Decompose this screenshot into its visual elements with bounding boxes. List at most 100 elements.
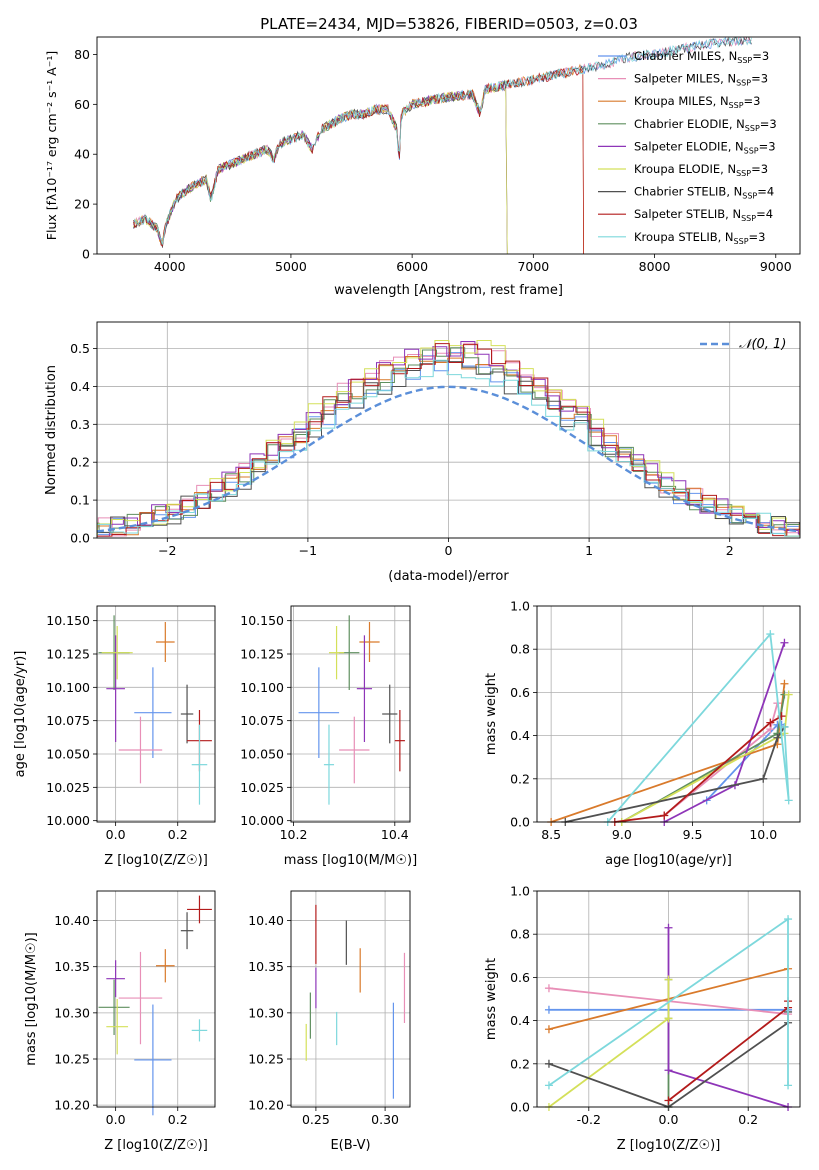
x-tick-label: 0.2 (738, 1112, 758, 1127)
errorbar-point (118, 951, 163, 1045)
x-tick-label: 10.4 (381, 827, 409, 842)
y-tick-label: 0.1 (70, 493, 90, 508)
x-tick-label: 10.0 (749, 827, 777, 842)
y-tick-label: 0.4 (510, 1013, 530, 1028)
weight-marker (773, 733, 782, 742)
weight-line (663, 702, 779, 817)
legend-label: Chabrier MILES, NSSP=3 (634, 49, 769, 65)
spectrum-line (133, 81, 508, 254)
x-axis-label: age [log10(age/yr)] (605, 853, 732, 868)
weight-marker (784, 796, 793, 805)
y-tick-label: 10.100 (46, 680, 90, 695)
errorbar-point (187, 895, 212, 924)
frame-age_vs_Z (96, 605, 216, 823)
spectrum-line (133, 80, 508, 254)
y-axis-label: age [log10(age/yr)] (13, 651, 28, 778)
y-tick-label: 10.125 (46, 647, 90, 662)
x-tick-label: 6000 (396, 259, 428, 274)
y-axis-label: mass weight (484, 673, 499, 755)
x-tick-label: 8.5 (541, 827, 561, 842)
weight-marker (664, 1014, 673, 1023)
frame-residuals (96, 321, 801, 539)
histogram-series (97, 342, 800, 537)
y-tick-label: 0.2 (510, 771, 530, 786)
axes-weight_vs_age: 8.5 9.0 9.5 10.0 0.0 0.2 0.4 0.6 0.8 1.0 (510, 599, 800, 842)
errorbar-point (298, 667, 340, 758)
x-tick-label: −1 (299, 543, 317, 558)
weight-marker (544, 1059, 553, 1068)
y-tick-label: 10.050 (240, 747, 284, 762)
frame-weight_vs_Z (536, 890, 801, 1108)
y-axis-label: mass weight (484, 958, 499, 1040)
weight-marker (660, 811, 669, 820)
x-tick-label: 0.2 (168, 827, 188, 842)
errorbar-point (323, 724, 335, 805)
histogram-series (97, 360, 801, 534)
weight-marker (780, 722, 789, 731)
y-tick-label: 10.30 (54, 1005, 90, 1020)
spectrum-line (133, 81, 508, 254)
frame-mass_vs_ebv (290, 890, 411, 1108)
y-tick-label: 10.100 (240, 680, 284, 695)
histogram-series (97, 341, 800, 537)
y-tick-label: 10.025 (46, 780, 90, 795)
x-tick-label: 1 (585, 543, 593, 558)
x-axis-label: Z [log10(Z/Z☉)] (617, 1138, 721, 1153)
weight-marker (759, 774, 768, 783)
x-axis-label: wavelength [Angstrom, rest frame] (334, 283, 563, 298)
y-tick-label: 1.0 (510, 884, 530, 899)
errorbar-point (101, 626, 133, 680)
errorbar-point (180, 684, 194, 744)
y-tick-label: 10.000 (46, 813, 90, 828)
weight-marker (664, 1066, 673, 1075)
y-axis-label: Normed distribution (44, 365, 59, 495)
axes-mass_vs_ebv: 0.25 0.30 10.20 10.25 10.30 10.35 10.40 (248, 891, 410, 1127)
y-tick-label: 0.4 (510, 728, 530, 743)
y-tick-label: 0.0 (510, 815, 530, 830)
weight-marker (544, 984, 553, 993)
y-tick-label: 0.5 (70, 341, 90, 356)
weight-line (667, 927, 789, 1108)
axes-mass_vs_Z: 0.0 0.2 10.20 10.25 10.30 10.35 10.40 (54, 891, 215, 1127)
weight-marker (780, 679, 789, 688)
y-tick-label: 10.20 (54, 1098, 90, 1113)
errorbar-point (191, 724, 208, 805)
y-tick-label: 80 (74, 47, 90, 62)
y-tick-label: 10.075 (240, 713, 284, 728)
y-tick-label: 10.050 (46, 747, 90, 762)
legend: Chabrier MILES, NSSP=3 Salpeter MILES, NS… (598, 49, 777, 246)
spectrum-line (133, 63, 584, 254)
errorbar-point (339, 716, 370, 784)
x-tick-label: 9.5 (683, 827, 703, 842)
errorbar-point (98, 979, 130, 1035)
y-tick-label: 10.150 (46, 613, 90, 628)
figure-title: PLATE=2434, MJD=53826, FIBERID=0503, z=0… (260, 15, 638, 33)
y-tick-label: 1.0 (510, 599, 530, 614)
x-tick-label: 0.0 (659, 1112, 679, 1127)
spectrum-line (133, 37, 752, 246)
axes-weight_vs_Z: -0.2 0.0 0.2 0.0 0.2 0.4 0.6 0.8 1.0 (510, 884, 800, 1127)
frame-mass_vs_Z (96, 890, 216, 1108)
x-tick-label: 0.30 (371, 1112, 399, 1127)
axes-age_vs_Z: 0.0 0.2 10.000 10.025 10.050 10.075 10.100 10.1… (46, 606, 215, 842)
errorbar-point (106, 635, 125, 742)
y-tick-label: 60 (74, 97, 90, 112)
x-tick-label: 4000 (154, 259, 186, 274)
weight-marker (780, 638, 789, 647)
y-axis-label: Flux [fλ10⁻¹⁷ erg cm⁻² s⁻¹ A⁻¹] (44, 51, 59, 240)
x-tick-label: 9.0 (612, 827, 632, 842)
y-tick-label: 0.6 (510, 970, 530, 985)
errorbar-point (106, 960, 125, 998)
x-tick-label: 0 (445, 543, 453, 558)
x-axis-label: mass [log10(M/M☉)] (284, 853, 417, 868)
x-tick-label: −2 (158, 543, 176, 558)
y-tick-label: 10.20 (248, 1098, 284, 1113)
histogram-series (97, 347, 800, 533)
y-tick-label: 0.6 (510, 685, 530, 700)
weight-line (621, 694, 790, 823)
y-tick-label: 10.30 (248, 1005, 284, 1020)
y-tick-label: 0.2 (70, 455, 90, 470)
x-axis-label: (data-model)/error (388, 569, 509, 584)
y-tick-label: 10.150 (240, 613, 284, 628)
